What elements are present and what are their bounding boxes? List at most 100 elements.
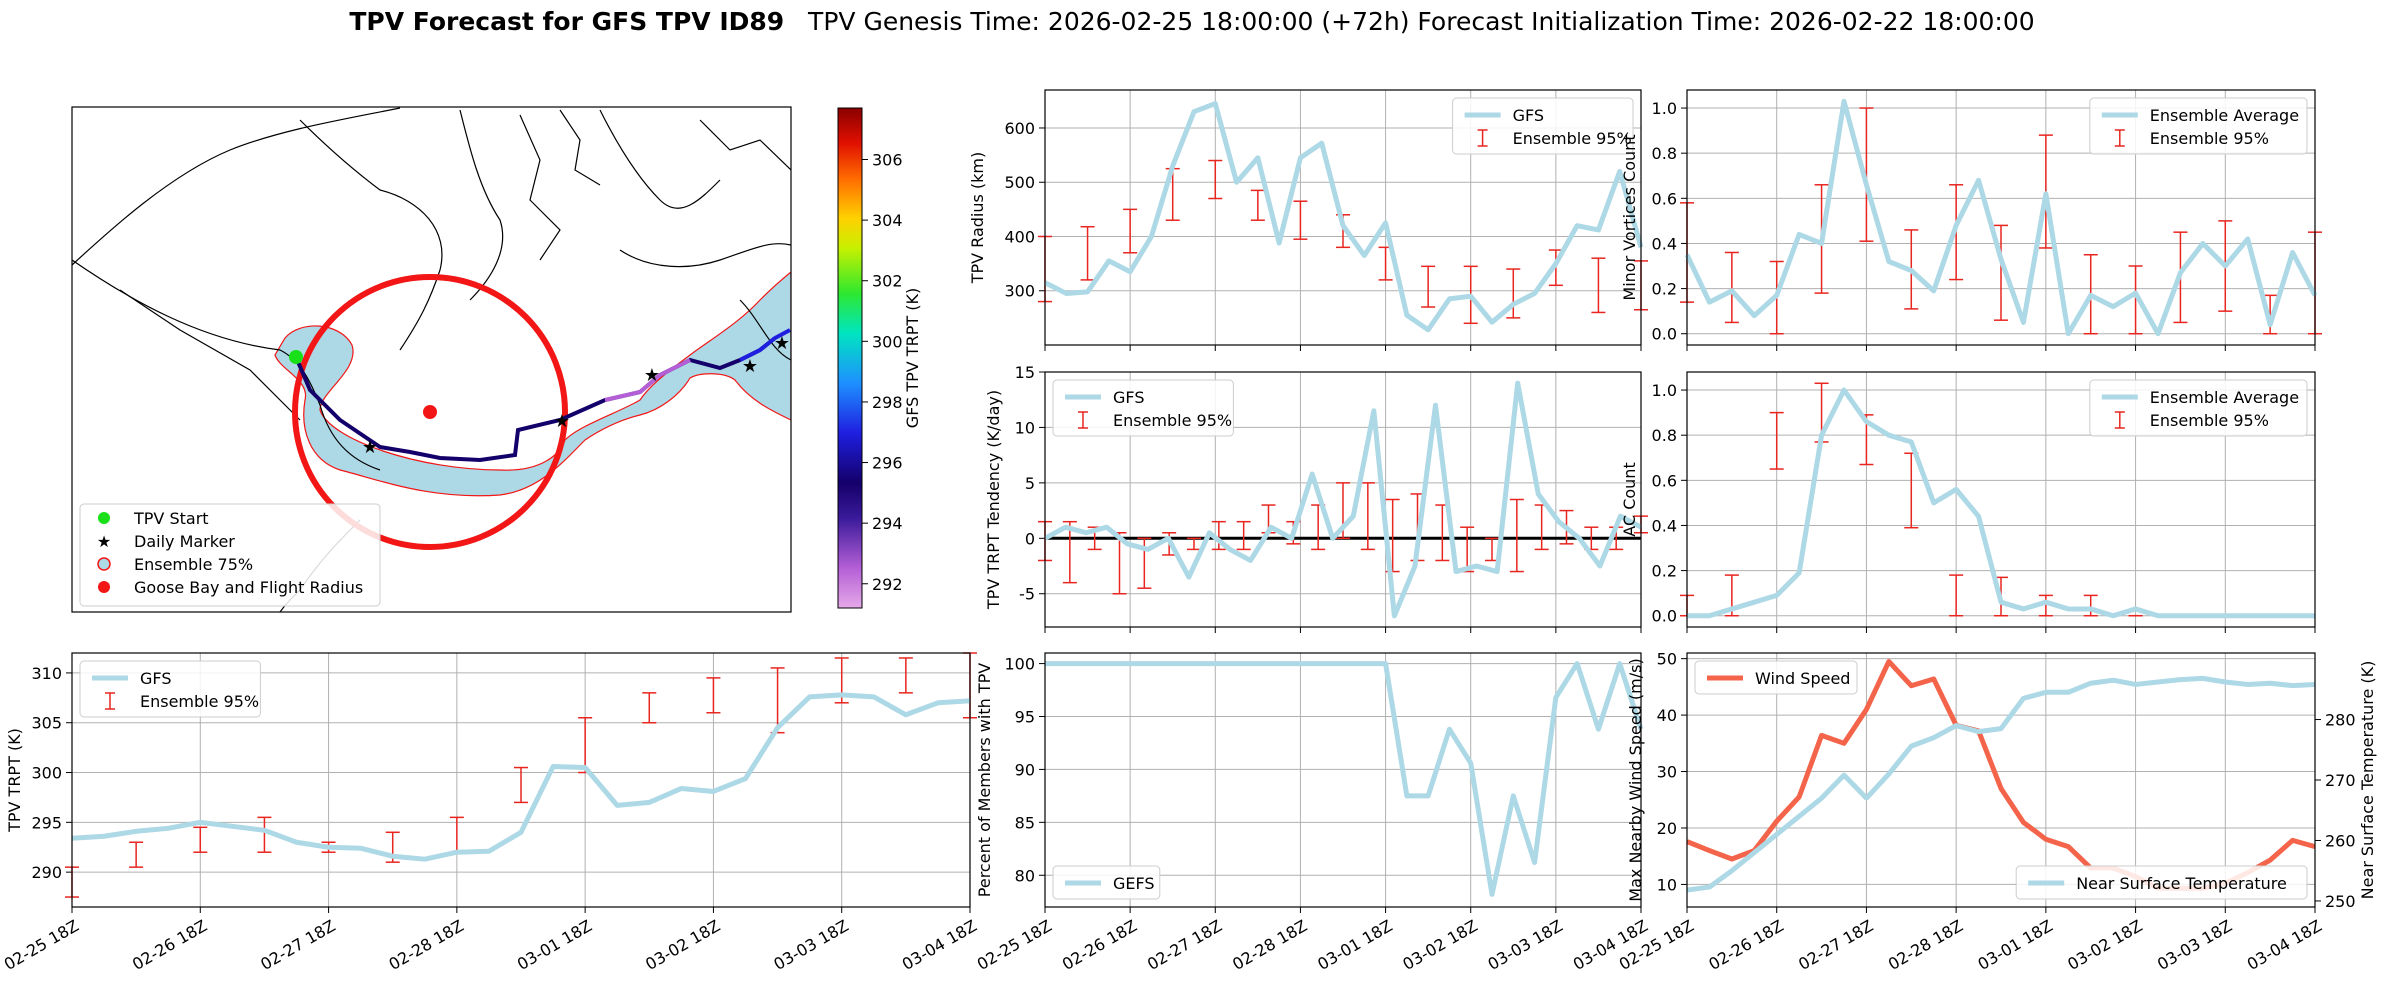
axes-frame xyxy=(1686,652,2316,908)
axes-frame xyxy=(1044,371,1642,628)
y-tick-label: 1.0 xyxy=(1652,381,1677,400)
y-tick-label: 310 xyxy=(31,664,62,683)
map-body: ★ ★ ★ ★ ★ xyxy=(72,107,791,612)
goose-bay-marker xyxy=(423,405,437,419)
y-tick-label: 0.4 xyxy=(1652,234,1677,253)
legend-label: Ensemble Average xyxy=(2150,388,2299,407)
axes-frame xyxy=(1686,89,2316,346)
chart-percent: 80 85 90 95 100 02-25 18Z 02-26 18Z 02-27 18Z 02… xyxy=(974,652,1651,974)
y-tick-label: 295 xyxy=(31,813,62,832)
flight-radius-circle xyxy=(292,274,568,550)
title-rest-text: TPV Genesis Time: 2026-02-25 18:00:00 (+… xyxy=(807,7,2035,36)
y2-axis-label: Near Surface Temperature (K) xyxy=(2358,661,2377,900)
legend-goose-bay: Goose Bay and Flight Radius xyxy=(134,578,363,597)
wind-speed-line xyxy=(1686,658,2316,891)
colorbar-tick-label: 302 xyxy=(872,272,903,291)
y-tick-label: 40 xyxy=(1657,706,1677,725)
y-tick-label: 0.8 xyxy=(1652,144,1677,163)
legend-label: GFS xyxy=(1113,388,1144,407)
x-tick-label: 03-03 18Z xyxy=(1485,916,1566,974)
y-tick-label: 0.2 xyxy=(1652,280,1677,299)
y-tick-label: 0.6 xyxy=(1652,189,1677,208)
map-legend-box xyxy=(79,503,381,607)
legend-label: Ensemble 95% xyxy=(2150,411,2269,430)
y-tick-label: 20 xyxy=(1657,819,1677,838)
x-tick-label: 03-01 18Z xyxy=(514,916,595,974)
y-axis-label: Minor Vortices Count xyxy=(1620,134,1639,300)
temperature-line xyxy=(1686,675,2316,893)
series-line xyxy=(1043,101,1644,333)
y-tick-label: 0.4 xyxy=(1652,516,1677,535)
chart-radius: 300 400 500 600 TPV Radius (km) GFS Ensemble 9… xyxy=(968,89,1648,351)
y-tick-label: 10 xyxy=(1657,875,1677,894)
y-tick-label: 95 xyxy=(1015,708,1035,727)
y-tick-label: 100 xyxy=(1004,655,1035,674)
x-tick-label: 02-27 18Z xyxy=(1144,916,1225,974)
x-tick-label: 02-26 18Z xyxy=(1705,916,1786,974)
legend-box xyxy=(1452,97,1634,155)
axes-frame xyxy=(1044,652,1642,908)
legend-label: GEFS xyxy=(1113,874,1155,893)
x-tick-label: 02-26 18Z xyxy=(1059,916,1140,974)
legend-daily-marker: Daily Marker xyxy=(134,532,235,551)
axes-frame xyxy=(1044,89,1642,346)
y-tick-label: 85 xyxy=(1015,813,1035,832)
y-tick-label: 400 xyxy=(1004,227,1035,246)
y-tick-label: 0.0 xyxy=(1652,607,1677,626)
chart-tendency: -5 0 5 10 15 TPV TRPT Tendency (K/day) GFS Ense… xyxy=(984,363,1648,633)
x-tick-label: 02-25 18Z xyxy=(974,916,1055,974)
colorbar-tick-label: 300 xyxy=(872,332,903,351)
y-tick-label: 90 xyxy=(1015,760,1035,779)
daily-marker: ★ xyxy=(554,411,570,432)
y-tick-label: 5 xyxy=(1025,474,1035,493)
legend: GFS Ensemble 95% xyxy=(1052,379,1234,437)
x-tick-label: 02-28 18Z xyxy=(386,916,467,974)
colorbar-tick-label: 304 xyxy=(872,211,903,230)
x-tick-label: 03-01 18Z xyxy=(1975,916,2056,974)
legend-box xyxy=(1694,660,1858,695)
x-tick-label: 03-04 18Z xyxy=(2244,916,2325,974)
legend-box xyxy=(1052,865,1161,900)
legend-label: Ensemble 95% xyxy=(2150,129,2269,148)
y-tick-label: 0.0 xyxy=(1652,325,1677,344)
x-tick-label: 03-02 18Z xyxy=(2064,916,2145,974)
x-tick-label: 02-27 18Z xyxy=(1795,916,1876,974)
colorbar-tick-label: 306 xyxy=(872,151,903,170)
legend-label: Ensemble 95% xyxy=(1113,411,1232,430)
magenta-star-icon: ★ xyxy=(97,532,111,551)
y-tick-label: 0.8 xyxy=(1652,426,1677,445)
chart-trpt: 290 295 300 305 310 02-25 18Z 02-26 18Z 02-27 1… xyxy=(1,652,980,974)
legend: GFS Ensemble 95% xyxy=(79,660,261,718)
legend: Wind Speed xyxy=(1694,660,1858,695)
y-tick-label: 0 xyxy=(1025,529,1035,548)
x-tick-label: 03-01 18Z xyxy=(1314,916,1395,974)
x-tick-label: 03-04 18Z xyxy=(899,916,980,974)
axes-frame xyxy=(1686,371,2316,628)
x-tick-label: 03-02 18Z xyxy=(642,916,723,974)
y-tick-label: 0.2 xyxy=(1652,562,1677,581)
y-tick-label: 0.6 xyxy=(1652,471,1677,490)
legend-label: Ensemble 95% xyxy=(140,692,259,711)
series-line xyxy=(1045,661,1644,897)
title-rest xyxy=(784,7,808,36)
map-frame xyxy=(71,106,792,613)
map-panel: ★ ★ ★ ★ ★ TPV Start ★ Daily Marker Ensem… xyxy=(71,106,922,613)
y2-tick-label: 250 xyxy=(2325,892,2356,911)
legend-label: Wind Speed xyxy=(1755,669,1850,688)
y-tick-label: 30 xyxy=(1657,763,1677,782)
legend-box xyxy=(79,660,261,718)
legend: Ensemble Average Ensemble 95% xyxy=(2089,379,2308,437)
colorbar-tick-label: 292 xyxy=(872,575,903,594)
y-tick-label: -5 xyxy=(1019,585,1035,604)
daily-markers: ★ ★ ★ ★ ★ xyxy=(362,333,790,458)
y-tick-label: 15 xyxy=(1015,363,1035,382)
map-legend: TPV Start ★ Daily Marker Ensemble 75% Go… xyxy=(97,509,363,597)
x-tick-label: 02-27 18Z xyxy=(257,916,338,974)
y-tick-label: 10 xyxy=(1015,418,1035,437)
y-tick-label: 300 xyxy=(1004,282,1035,301)
legend-label: Ensemble Average xyxy=(2150,106,2299,125)
y-tick-label: 300 xyxy=(31,764,62,783)
legend: Near Surface Temperature xyxy=(2015,865,2308,900)
